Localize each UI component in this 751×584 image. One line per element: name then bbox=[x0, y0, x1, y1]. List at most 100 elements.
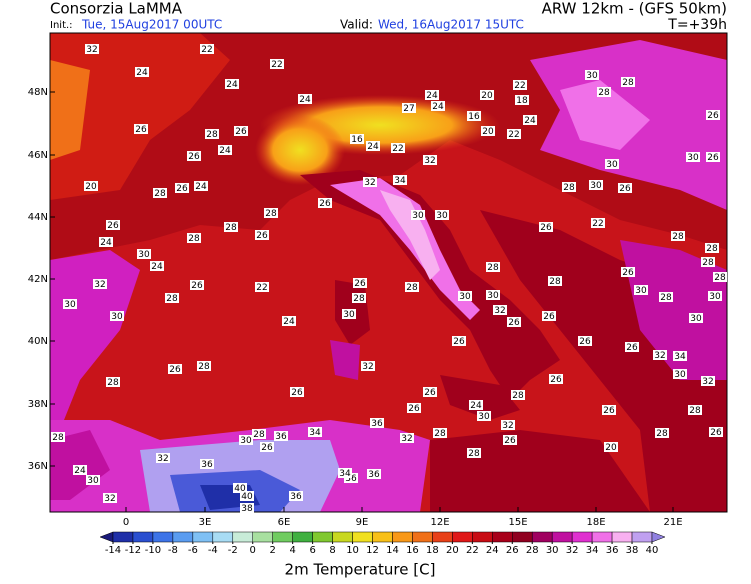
colorbar-high bbox=[651, 531, 666, 543]
colorbar-box bbox=[132, 531, 154, 543]
station-value: 24 bbox=[136, 68, 148, 78]
station-box bbox=[350, 134, 364, 144]
station-value: 30 bbox=[687, 153, 699, 163]
station-box bbox=[85, 44, 99, 54]
station-value: 22 bbox=[508, 130, 519, 140]
station-value: 28 bbox=[702, 258, 714, 268]
colorbar-label: 36 bbox=[606, 545, 619, 556]
station-box bbox=[467, 448, 481, 458]
station-box bbox=[370, 418, 384, 428]
station-box bbox=[190, 280, 204, 290]
init-label: Init.: bbox=[50, 20, 73, 31]
station-value: 32 bbox=[94, 280, 105, 290]
station-box bbox=[318, 198, 332, 208]
station-box bbox=[393, 175, 407, 185]
station-value: 28 bbox=[206, 130, 218, 140]
lat-label: 48N bbox=[28, 87, 48, 98]
colorbar-label: 38 bbox=[626, 545, 639, 556]
colorbar-label: 8 bbox=[329, 545, 335, 556]
station-box bbox=[224, 222, 238, 232]
colorbar-box bbox=[212, 531, 234, 543]
station-value: 26 bbox=[622, 268, 634, 278]
colorbar-label: 40 bbox=[646, 545, 659, 556]
station-value: 28 bbox=[689, 406, 701, 416]
station-box bbox=[411, 210, 425, 220]
station-value: 20 bbox=[605, 443, 617, 453]
station-box bbox=[106, 220, 120, 230]
title: Consorzia LaMMA bbox=[50, 0, 183, 18]
colorbar-box bbox=[452, 531, 473, 543]
station-box bbox=[233, 483, 247, 493]
station-box bbox=[425, 90, 439, 100]
station-box bbox=[602, 405, 616, 415]
station-value: 32 bbox=[86, 45, 97, 55]
station-box bbox=[234, 126, 248, 136]
lat-label: 46N bbox=[28, 150, 48, 161]
station-value: 22 bbox=[256, 283, 267, 293]
station-value: 26 bbox=[543, 312, 555, 322]
colorbar-box bbox=[512, 531, 533, 543]
lon-label: 6E bbox=[278, 517, 291, 528]
station-value: 30 bbox=[412, 211, 424, 221]
station-value: 24 bbox=[226, 80, 238, 90]
colorbar-label: 0 bbox=[250, 545, 256, 556]
station-box bbox=[103, 493, 117, 503]
station-value: 30 bbox=[240, 436, 252, 446]
colorbar-label: 14 bbox=[386, 545, 399, 556]
station-box bbox=[93, 279, 107, 289]
map-field bbox=[50, 33, 727, 512]
station-box bbox=[549, 374, 563, 384]
lon-label: 3E bbox=[199, 517, 212, 528]
colorbar-label: 10 bbox=[346, 545, 359, 556]
station-box bbox=[634, 285, 648, 295]
station-value: 40 bbox=[241, 492, 253, 502]
colorbar-box bbox=[292, 531, 313, 543]
station-box bbox=[274, 431, 288, 441]
station-box bbox=[621, 77, 635, 87]
station-box bbox=[469, 400, 483, 410]
station-value: 16 bbox=[351, 135, 363, 145]
station-box bbox=[481, 126, 495, 136]
valid-time: Wed, 16Aug2017 15UTC bbox=[378, 18, 524, 32]
colorbar: -14 -12 -10 -8 -6 -4 -2 0 2 4 6 8 10 12 14 16 18 20 22 24 26… bbox=[99, 531, 666, 556]
colorbar-box bbox=[372, 531, 393, 543]
station-box bbox=[458, 291, 472, 301]
station-value: 30 bbox=[64, 300, 76, 310]
station-box bbox=[477, 411, 491, 421]
station-value: 32 bbox=[104, 494, 115, 504]
station-value: 36 bbox=[290, 492, 302, 502]
station-box bbox=[168, 364, 182, 374]
station-box bbox=[621, 267, 635, 277]
station-box bbox=[597, 87, 611, 97]
lon-label: 18E bbox=[586, 517, 605, 528]
colorbar-box bbox=[631, 531, 653, 543]
station-box bbox=[240, 503, 254, 513]
station-box bbox=[352, 293, 366, 303]
init-time: Tue, 15Aug2017 00UTC bbox=[81, 18, 222, 32]
station-box bbox=[618, 183, 632, 193]
station-value: 26 bbox=[707, 111, 719, 121]
station-value: 32 bbox=[654, 351, 665, 361]
colorbar-box bbox=[252, 531, 273, 543]
station-box bbox=[423, 155, 437, 165]
station-value: 28 bbox=[714, 273, 726, 283]
colorbar-label: 4 bbox=[289, 545, 295, 556]
colorbar-low bbox=[99, 531, 114, 543]
colorbar-label: -10 bbox=[145, 545, 161, 556]
station-value: 24 bbox=[219, 146, 231, 156]
station-value: 32 bbox=[157, 454, 168, 464]
station-box bbox=[486, 262, 500, 272]
station-value: 30 bbox=[138, 250, 150, 260]
station-box bbox=[515, 95, 529, 105]
station-value: 24 bbox=[426, 91, 438, 101]
station-value: 26 bbox=[235, 127, 247, 137]
station-value: 24 bbox=[299, 95, 311, 105]
station-value: 28 bbox=[406, 283, 418, 293]
station-value: 32 bbox=[702, 377, 713, 387]
colorbar-box bbox=[232, 531, 253, 543]
station-value: 26 bbox=[176, 184, 188, 194]
station-value: 26 bbox=[504, 436, 516, 446]
station-box bbox=[260, 442, 274, 452]
station-box bbox=[542, 311, 556, 321]
